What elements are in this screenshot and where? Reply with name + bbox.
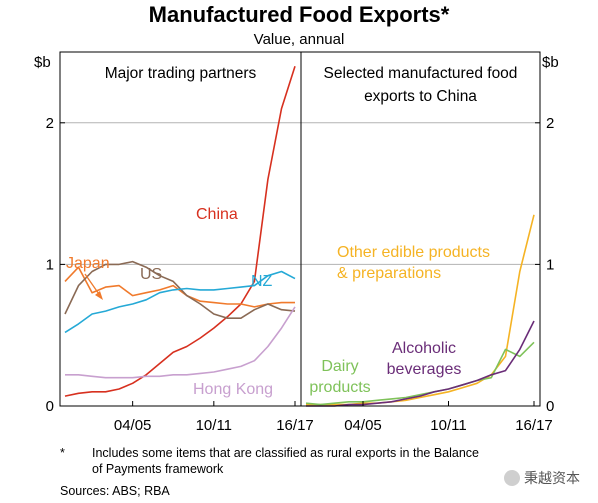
panel-1-title-line-1: exports to China — [364, 88, 477, 105]
series-label-dairy-products: Dairy products — [309, 358, 370, 396]
series-line-alcoholic-beverages — [306, 320, 535, 407]
series-label-hong-kong: Hong Kong — [193, 381, 273, 398]
series-label-china: China — [196, 206, 238, 223]
series-lines — [64, 65, 535, 407]
x-tick-p1-1: 10/11 — [430, 417, 466, 434]
watermark: 秉越资本 — [504, 468, 580, 488]
plot-border — [59, 51, 541, 407]
chart-title: Manufactured Food Exports* — [149, 2, 450, 27]
chart-subtitle: Value, annual — [254, 31, 345, 48]
axis-ticks: 0 0 1 1 2 2 04/05 10/11 16/17 04/05 10/11 16/17 — [46, 115, 555, 434]
x-tick-p0-1: 10/11 — [196, 417, 232, 434]
x-tick-p1-0: 04/05 — [344, 417, 382, 434]
sources-note: Sources: ABS; RBA — [60, 484, 170, 498]
series-line-hong-kong — [65, 306, 296, 379]
y-tick-left-1: 1 — [46, 256, 54, 273]
y-tick-right-1: 1 — [546, 256, 554, 273]
series-label-other-edible-products-preparations: Other edible products & preparations — [337, 244, 490, 282]
left-axis-unit: $b — [34, 54, 51, 71]
series-label-japan: Japan — [66, 255, 110, 272]
watermark-text: 秉越资本 — [524, 471, 580, 487]
series-line-dairy-products — [305, 341, 535, 406]
series-line-china — [64, 65, 296, 397]
series-label-nz: NZ — [251, 273, 273, 290]
japan-pointer-arrow — [84, 273, 103, 300]
right-axis-unit: $b — [542, 54, 559, 71]
watermark-logo-icon — [504, 470, 520, 486]
japan-arrow-head — [95, 291, 103, 300]
footnote-asterisk: * — [60, 446, 65, 460]
x-tick-p0-2: 16/17 — [276, 417, 314, 434]
series-label-alcoholic-beverages: Alcoholic beverages — [387, 340, 462, 378]
plot-frame — [59, 51, 541, 407]
y-tick-left-2: 2 — [46, 115, 54, 132]
x-tick-p0-0: 04/05 — [114, 417, 152, 434]
footnote-line-2: of Payments framework — [92, 462, 224, 476]
series-line-nz — [64, 270, 296, 334]
series-label-us: US — [140, 266, 162, 283]
panel-0-title-line-0: Major trading partners — [105, 65, 257, 82]
series-line-japan — [64, 266, 295, 308]
series-labels: Major trading partners China Japan US NZ Hong… — [66, 65, 517, 398]
y-tick-left-0: 0 — [46, 398, 54, 415]
y-tick-right-2: 2 — [546, 115, 554, 132]
y-tick-right-0: 0 — [546, 398, 554, 415]
footnote-line-1: Includes some items that are classified … — [92, 446, 479, 460]
x-tick-p1-2: 16/17 — [515, 417, 553, 434]
panel-1-title-line-0: Selected manufactured food — [324, 65, 518, 82]
